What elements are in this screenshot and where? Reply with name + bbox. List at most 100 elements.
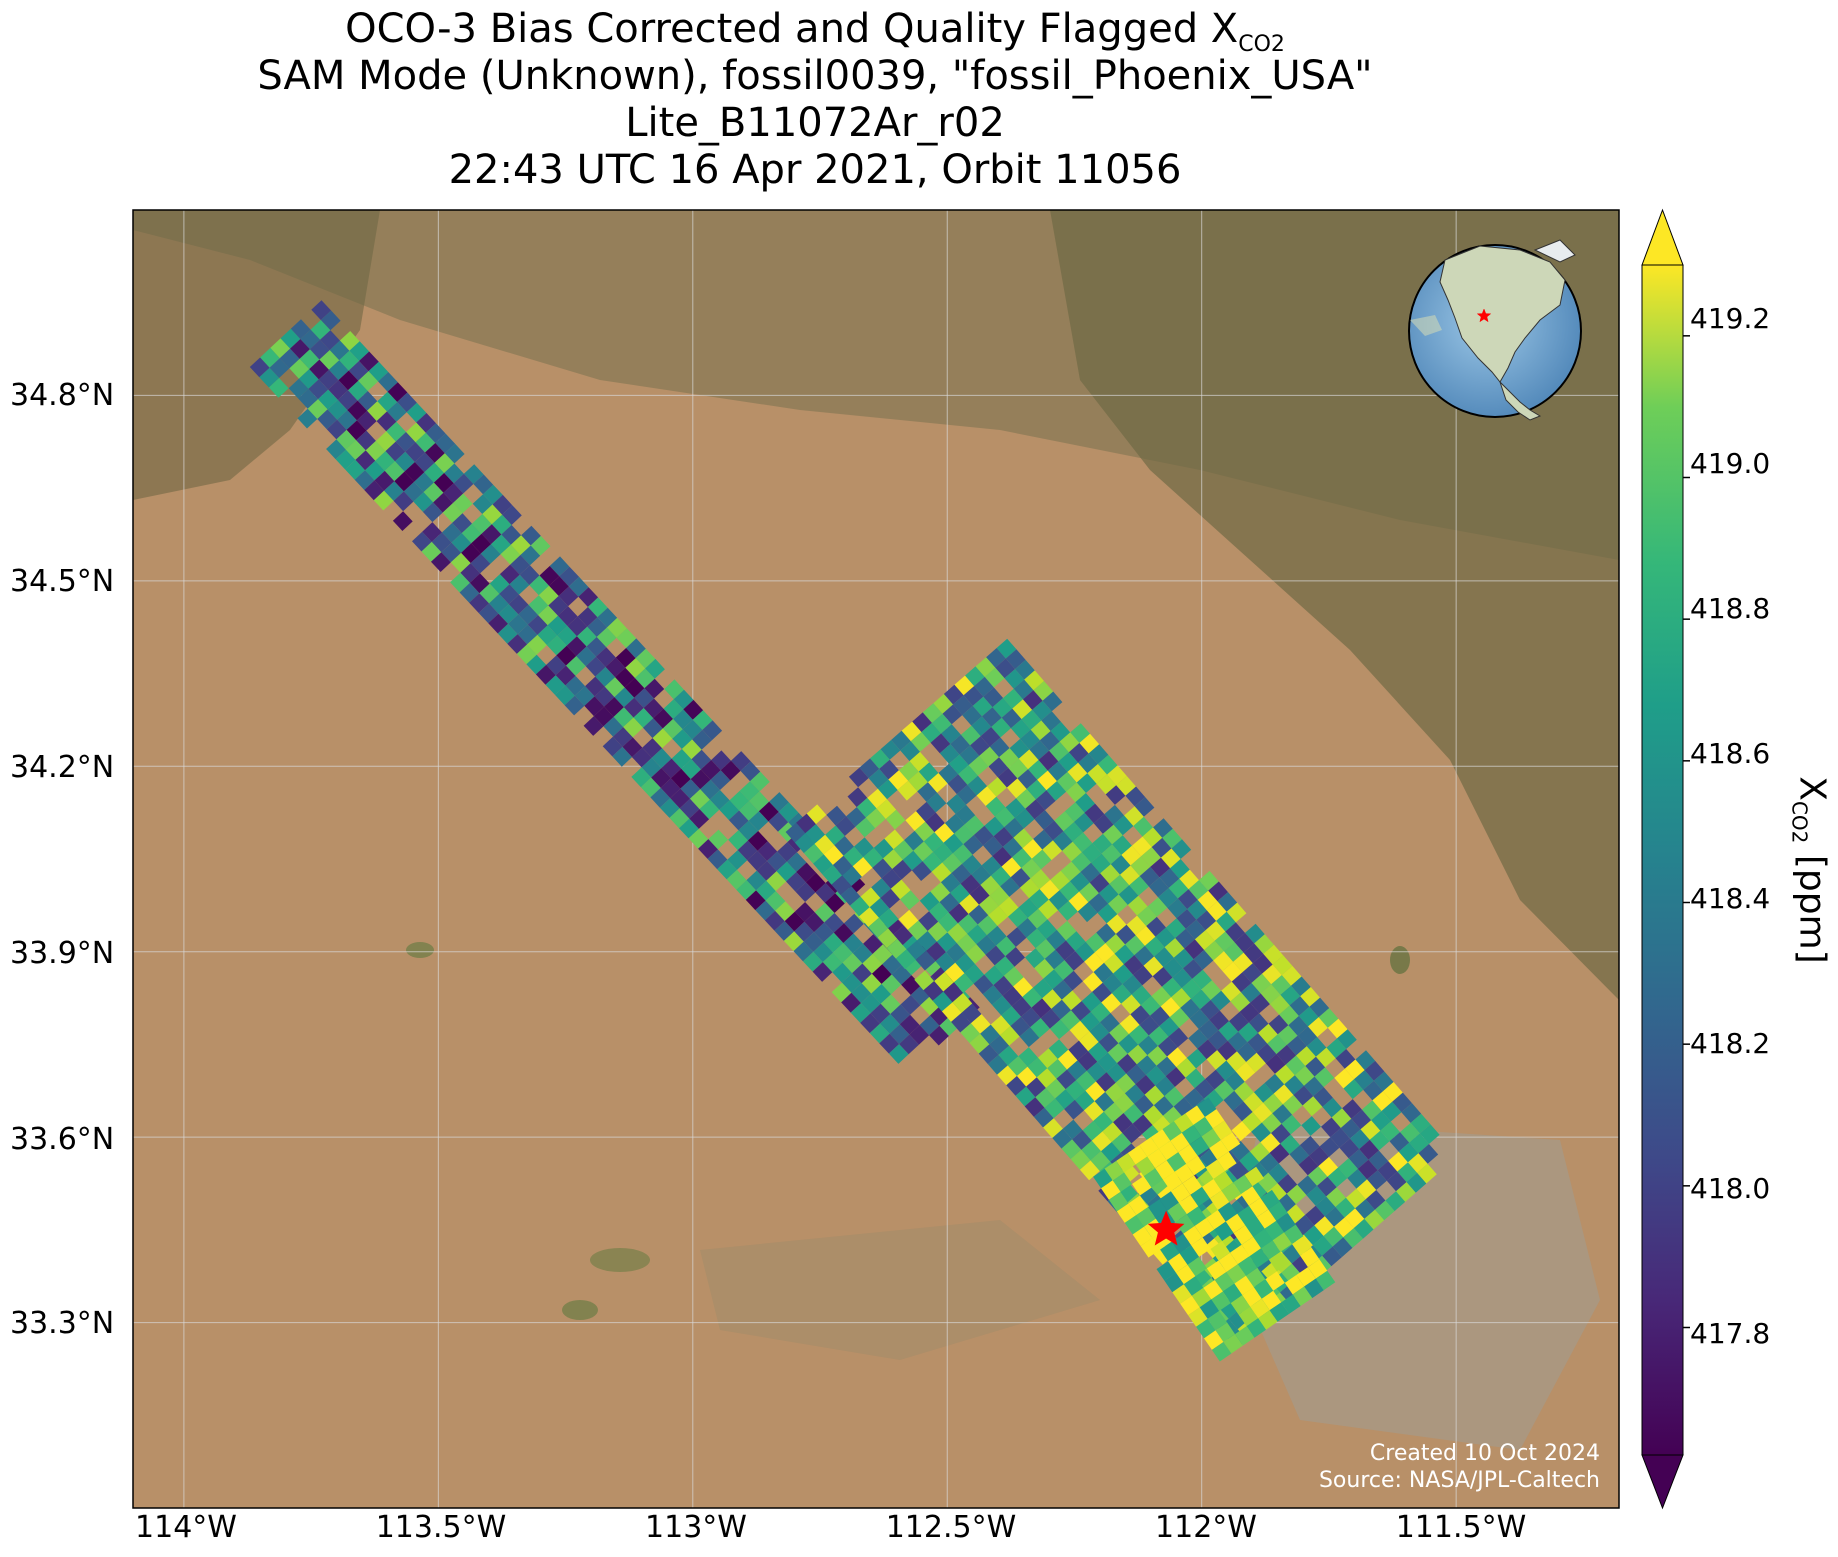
xco2-pixel bbox=[1178, 1144, 1198, 1164]
xco2-pixel bbox=[298, 369, 319, 389]
lon-tick-label: 114°W bbox=[135, 1510, 237, 1545]
xco2-pixel bbox=[545, 675, 566, 695]
xco2-pixel bbox=[483, 484, 503, 505]
xco2-pixel bbox=[395, 432, 416, 452]
xco2-pixel bbox=[339, 331, 360, 351]
xco2-pixel bbox=[1239, 1151, 1260, 1172]
xco2-pixel bbox=[868, 917, 889, 938]
xco2-pixel bbox=[1139, 1015, 1160, 1036]
xco2-pixel bbox=[577, 607, 598, 627]
xco2-pixel bbox=[1385, 1191, 1406, 1212]
xco2-pixel bbox=[1330, 1128, 1350, 1148]
xco2-pixel bbox=[914, 821, 935, 842]
xco2-pixel bbox=[1261, 1240, 1281, 1260]
xco2-pixel bbox=[1345, 1188, 1366, 1209]
xco2-pixel bbox=[1243, 943, 1264, 964]
xco2-pixel bbox=[982, 985, 1003, 1005]
xco2-pixel bbox=[980, 727, 1001, 747]
xco2-pixel bbox=[406, 402, 427, 423]
xco2-pixel bbox=[803, 951, 823, 972]
xco2-pixel bbox=[846, 807, 866, 827]
xco2-pixel bbox=[309, 339, 330, 360]
xco2-pixel bbox=[1206, 1260, 1227, 1280]
xco2-pixel bbox=[1168, 1027, 1189, 1048]
xco2-pixel bbox=[968, 755, 989, 776]
xco2-pixel bbox=[1131, 985, 1152, 1006]
xco2-pixel bbox=[1030, 720, 1051, 741]
xco2-pixel bbox=[765, 891, 786, 911]
colorbar-tick-label: 419.0 bbox=[1690, 447, 1771, 480]
xco2-pixel bbox=[521, 525, 541, 546]
xco2-pixel bbox=[813, 942, 834, 963]
xco2-pixel bbox=[594, 686, 615, 707]
xco2-pixel bbox=[1217, 1151, 1237, 1172]
xco2-pixel bbox=[835, 816, 856, 836]
xco2-pixel bbox=[1029, 740, 1050, 760]
xco2-pixel bbox=[450, 552, 471, 573]
xco2-pixel bbox=[1202, 1179, 1222, 1199]
xco2-pixel bbox=[785, 822, 806, 843]
xco2-pixel bbox=[1026, 779, 1047, 800]
xco2-pixel bbox=[1058, 752, 1079, 772]
xco2-pixel bbox=[934, 971, 954, 992]
xco2-pixel bbox=[1286, 1035, 1307, 1056]
xco2-pixel bbox=[1134, 945, 1155, 966]
xco2-pixel bbox=[1079, 882, 1099, 903]
xco2-pixel bbox=[546, 655, 566, 676]
xco2-pixel bbox=[1060, 861, 1081, 882]
xco2-pixel bbox=[747, 831, 768, 851]
xco2-pixel bbox=[863, 847, 883, 868]
xco2-pixel bbox=[1105, 785, 1126, 805]
xco2-pixel bbox=[950, 734, 971, 755]
xco2-pixel bbox=[993, 975, 1014, 996]
xco2-pixel bbox=[1045, 1078, 1066, 1099]
xco2-pixel bbox=[1038, 899, 1058, 920]
xco2-pixel bbox=[289, 358, 310, 379]
xco2-pixel bbox=[954, 675, 975, 696]
xco2-swath-pixels bbox=[249, 300, 1440, 1362]
xco2-pixel bbox=[1377, 1161, 1398, 1181]
xco2-pixel bbox=[995, 807, 1015, 828]
xco2-pixel bbox=[930, 882, 951, 903]
xco2-pixel bbox=[1098, 1032, 1119, 1053]
xco2-pixel bbox=[329, 340, 350, 361]
xco2-pixel bbox=[907, 920, 928, 941]
xco2-pixel bbox=[414, 472, 434, 493]
xco2-pixel bbox=[831, 875, 852, 896]
xco2-pixel bbox=[1136, 1055, 1157, 1075]
xco2-pixel bbox=[755, 900, 776, 921]
xco2-pixel bbox=[1170, 1183, 1191, 1203]
xco2-pixel bbox=[634, 688, 654, 708]
xco2-pixel bbox=[1013, 977, 1033, 997]
xco2-pixel bbox=[1260, 1189, 1280, 1210]
xco2-pixel bbox=[880, 994, 901, 1014]
xco2-pixel bbox=[1289, 1145, 1310, 1165]
xco2-pixel bbox=[1157, 1036, 1178, 1057]
xco2-pixel bbox=[1306, 1037, 1327, 1057]
xco2-pixel bbox=[990, 1015, 1011, 1036]
xco2-pixel bbox=[1248, 1013, 1269, 1033]
xco2-pixel bbox=[863, 934, 883, 954]
xco2-pixel bbox=[1225, 1213, 1246, 1234]
xco2-pixel bbox=[1088, 893, 1109, 913]
xco2-pixel bbox=[459, 582, 480, 603]
xco2-pixel bbox=[855, 817, 876, 838]
xco2-pixel bbox=[364, 480, 384, 501]
xco2-pixel bbox=[740, 761, 761, 782]
plot-title: OCO-3 Bias Corrected and Quality Flagged… bbox=[0, 6, 1630, 194]
xco2-pixel bbox=[1160, 997, 1181, 1018]
xco2-pixel bbox=[1339, 1138, 1360, 1159]
xco2-pixel bbox=[1262, 964, 1282, 985]
xco2-pixel bbox=[549, 556, 570, 577]
xco2-pixel bbox=[279, 348, 300, 369]
xco2-pixel bbox=[738, 820, 759, 841]
xco2-pixel bbox=[309, 359, 329, 380]
xco2-pixel bbox=[796, 862, 817, 883]
xco2-pixel bbox=[1062, 1119, 1083, 1140]
xco2-pixel bbox=[1104, 953, 1124, 974]
xco2-pixel bbox=[442, 503, 463, 523]
xco2-pixel bbox=[1180, 1295, 1200, 1316]
xco2-pixel bbox=[1072, 1130, 1092, 1150]
xco2-pixel bbox=[1406, 1172, 1427, 1193]
xco2-pixel bbox=[497, 623, 518, 644]
